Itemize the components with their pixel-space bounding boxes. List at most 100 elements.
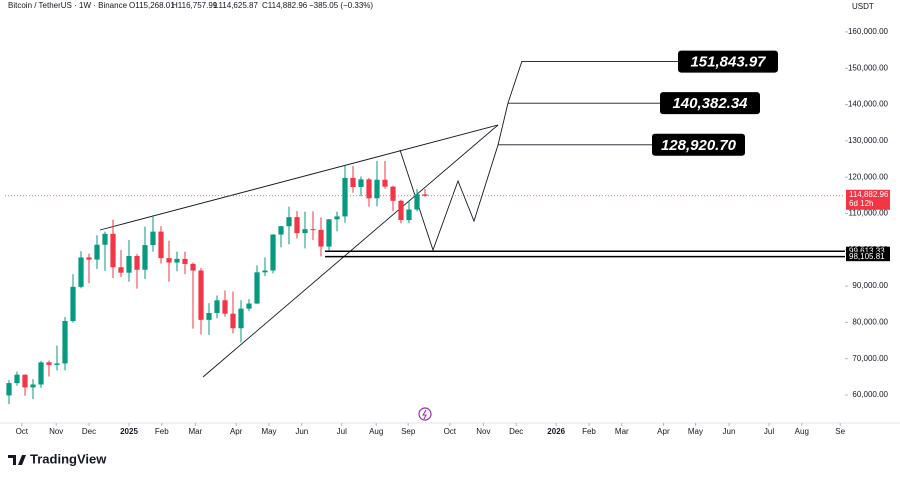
y-tick-label: 90,000.00	[852, 281, 888, 290]
y-tick-label: 80,000.00	[852, 318, 888, 327]
candle-body	[110, 233, 116, 268]
x-tick-label: Jun	[723, 427, 736, 436]
y-tick-label: 160,000.00	[848, 27, 889, 36]
candle-body	[22, 374, 28, 388]
candle-body	[350, 177, 356, 187]
candle-body	[366, 179, 372, 199]
candle-body	[134, 255, 140, 270]
level-label: 98,105.81	[849, 252, 885, 261]
candle-body	[198, 270, 204, 320]
x-tick-label: Aug	[795, 427, 809, 436]
x-tick-label: Dec	[82, 427, 96, 436]
x-tick-label: Jun	[295, 427, 308, 436]
candle-body	[38, 362, 44, 385]
candle-body	[30, 384, 36, 388]
candle-body	[6, 383, 12, 396]
candle-body	[294, 217, 300, 234]
candle-body	[150, 231, 156, 246]
candle-body	[190, 263, 196, 271]
x-tick-label: May	[688, 427, 703, 436]
candle-body	[118, 267, 124, 273]
target-box	[660, 92, 760, 115]
candle-body	[382, 179, 388, 187]
candle-body	[326, 219, 332, 247]
last-price-label: 114,882.96	[849, 190, 889, 199]
candle-body	[166, 258, 172, 263]
candle-body	[262, 270, 268, 273]
y-tick-label: 140,000.00	[848, 100, 889, 109]
currency: USDT	[852, 2, 874, 11]
level-label-bg	[846, 252, 890, 262]
candle-body	[270, 234, 276, 271]
candle-body	[238, 308, 244, 329]
y-tick-label: 110,000.00	[849, 209, 889, 218]
candle-body	[158, 231, 164, 259]
target-box	[678, 50, 778, 73]
target-label: 140,382.34	[672, 95, 748, 112]
x-tick-label: Oct	[16, 427, 29, 436]
x-tick-label: Aug	[369, 427, 383, 436]
x-tick-label: Mar	[615, 427, 629, 436]
candle-body	[54, 363, 60, 365]
logo-mark	[8, 455, 26, 465]
y-tick-label: 120,000.00	[848, 172, 889, 181]
candle-body	[278, 226, 284, 235]
y-tick-label: 70,000.00	[852, 354, 888, 363]
event-bolt	[422, 409, 427, 420]
candle-body	[334, 216, 340, 220]
candle-body	[86, 257, 92, 260]
x-tick-label: Se	[835, 427, 845, 436]
level-label: 99,613.33	[849, 246, 885, 255]
level-label-bg	[846, 246, 890, 256]
x-tick-label: Mar	[189, 427, 203, 436]
candle-body	[14, 374, 20, 384]
change: −385.05 (−0.33%)	[309, 1, 373, 10]
last-price-bg	[846, 189, 890, 210]
candle-body	[214, 300, 220, 313]
candle-body	[342, 177, 348, 217]
candle-body	[390, 186, 396, 201]
candle-body	[222, 300, 228, 314]
candle-body	[286, 217, 292, 227]
x-tick-label: 2025	[120, 427, 138, 436]
candle-body	[374, 179, 380, 199]
x-tick-label: Nov	[476, 427, 490, 436]
candle-body	[62, 320, 68, 364]
ohlc-close: C114,882.96	[262, 1, 308, 10]
x-tick-label: Feb	[155, 427, 169, 436]
ohlc-open: O115,268.01	[129, 1, 175, 10]
ohlc-high: H116,757.99	[172, 1, 218, 10]
candle-body	[302, 229, 308, 234]
candle-body	[46, 362, 52, 365]
ohlc-low: L114,625.87	[214, 1, 258, 10]
candle-body	[94, 244, 100, 260]
target-label: 151,843.97	[690, 54, 766, 71]
chart-title: Bitcoin / TetherUS · 1W · Binance	[8, 1, 128, 10]
x-tick-label: Nov	[49, 427, 63, 436]
x-tick-label: Jul	[337, 427, 347, 436]
event-icon[interactable]	[418, 407, 432, 421]
candle-body	[422, 194, 428, 196]
candle-body	[206, 312, 212, 320]
candle-body	[254, 272, 260, 304]
logo: TradingView	[8, 451, 107, 466]
x-tick-label: May	[261, 427, 276, 436]
x-tick-label: Oct	[444, 427, 457, 436]
candle-body	[406, 209, 412, 221]
candle-body	[358, 179, 364, 187]
candle-body	[182, 258, 188, 264]
candle-body	[70, 286, 76, 321]
y-tick-label: 130,000.00	[848, 136, 889, 145]
candle-body	[174, 258, 180, 263]
x-tick-label: Apr	[230, 427, 243, 436]
candle-body	[102, 233, 108, 245]
y-tick-label: 150,000.00	[848, 63, 889, 72]
candle-body	[230, 313, 236, 329]
candle-body	[78, 257, 84, 287]
countdown: 6d 12h	[849, 199, 873, 208]
x-tick-label: Sep	[401, 427, 416, 436]
candle-body	[142, 245, 148, 270]
brand: TradingView	[30, 451, 107, 466]
x-tick-label: 2026	[547, 427, 565, 436]
